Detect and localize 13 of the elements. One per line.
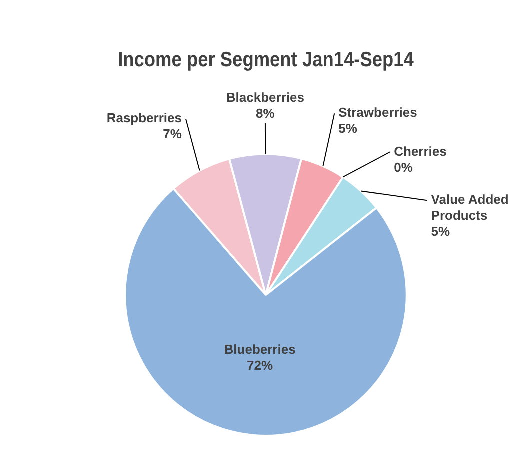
text: 0% <box>394 160 413 175</box>
slice-label: Strawberries <box>338 105 418 120</box>
slice-label: Raspberries <box>106 110 182 126</box>
chart-title: Income per Segment Jan14-Sep14 <box>118 48 414 72</box>
data-label: 72% <box>247 358 274 373</box>
slice-label: Blackberries <box>226 90 304 105</box>
slice-label: Value Added Products <box>431 192 509 224</box>
data-label: 5% <box>431 224 451 240</box>
category-label: Cherries <box>394 144 447 159</box>
data-label: 5% <box>338 121 358 136</box>
data-label: 7% <box>163 126 182 142</box>
data-label: 8% <box>256 106 276 121</box>
slice-label: Blueberries <box>224 342 296 357</box>
